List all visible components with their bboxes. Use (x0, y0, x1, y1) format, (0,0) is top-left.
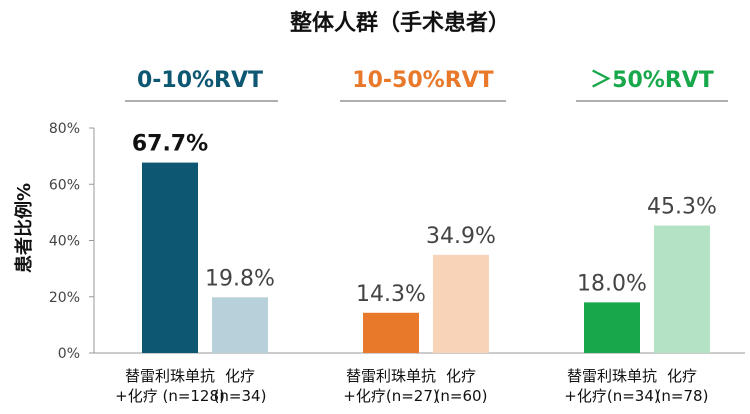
bar-groups: 0-10%RVT 67.7% 替雷利珠单抗 +化疗 (n=128) 19.8% 化疗 (n=… (115, 68, 728, 405)
group-title: 10-50%RVT (352, 68, 493, 93)
bar (584, 302, 640, 353)
x-category-label: 替雷利珠单抗 (346, 367, 436, 385)
bar-group: 10-50%RVT 14.3% 替雷利珠单抗 +化疗(n=27) 34.9% 化疗 (n=6… (340, 68, 506, 405)
bar (363, 312, 419, 353)
bar-group: ＞50%RVT 18.0% 替雷利珠单抗 +化疗(n=34) 45.3% 化疗 (n=78) (564, 68, 728, 405)
x-category-label: 替雷利珠单抗 (567, 367, 657, 385)
y-tick-label: 0% (58, 346, 80, 362)
bar (654, 225, 710, 353)
data-label: 34.9% (426, 224, 496, 249)
data-label: 67.7% (132, 132, 208, 157)
y-tick-label: 60% (49, 177, 80, 193)
x-category-label: (n=78) (656, 387, 709, 405)
x-category-label: (n=34) (214, 387, 267, 405)
x-category-label: +化疗 (n=128) (115, 387, 225, 405)
bar-group: 0-10%RVT 67.7% 替雷利珠单抗 +化疗 (n=128) 19.8% 化疗 (n=… (115, 68, 278, 405)
group-title: ＞50%RVT (590, 68, 714, 93)
x-category-label: 替雷利珠单抗 (125, 367, 215, 385)
data-label: 14.3% (356, 282, 426, 307)
x-category-label: 化疗 (225, 367, 255, 385)
bar (212, 297, 268, 353)
x-category-label: 化疗 (667, 367, 697, 385)
x-category-label: +化疗(n=34) (564, 387, 659, 405)
bar (142, 162, 198, 353)
group-title: 0-10%RVT (137, 68, 263, 93)
x-category-label: (n=60) (435, 387, 488, 405)
y-axis-label: 患者比例% (13, 183, 35, 273)
axes: 0% 20% 40% 60% 80% (49, 121, 745, 362)
y-tick-label: 40% (49, 234, 80, 250)
bar (433, 254, 489, 353)
y-tick-label: 80% (49, 121, 80, 137)
data-label: 45.3% (647, 195, 717, 220)
data-label: 18.0% (577, 271, 647, 296)
chart-title: 整体人群（手术患者） (290, 10, 510, 36)
y-tick-label: 20% (49, 290, 80, 306)
x-category-label: +化疗(n=27) (343, 387, 438, 405)
data-label: 19.8% (205, 266, 275, 291)
x-category-label: 化疗 (446, 367, 476, 385)
